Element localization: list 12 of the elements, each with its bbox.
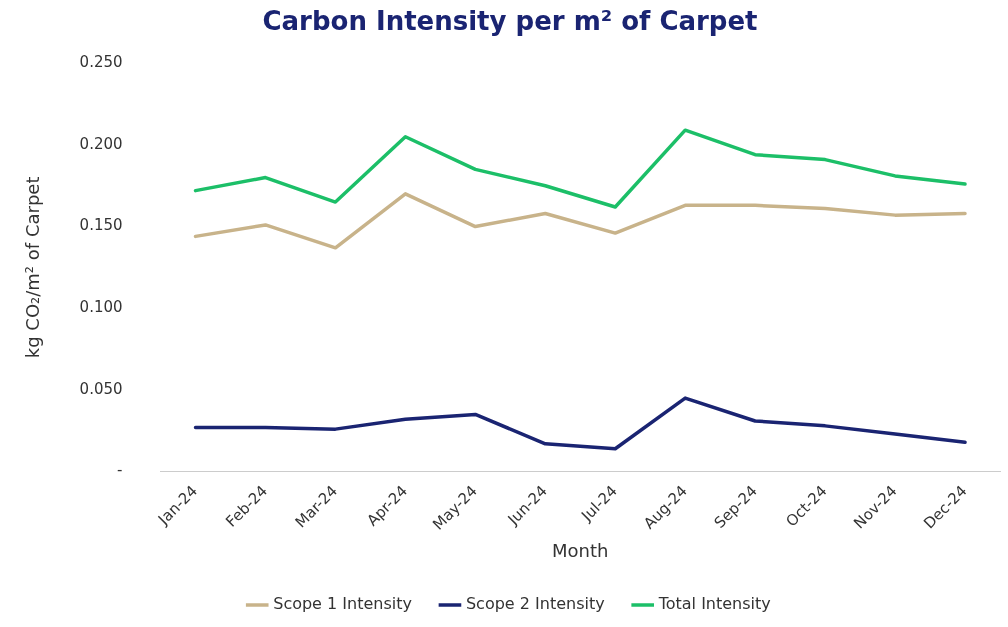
y-tick-label: 0.150 [79,216,123,235]
y-tick-label: - [117,461,123,480]
legend-label: Scope 2 Intensity [465,594,605,614]
y-tick-label: 0.050 [79,379,123,398]
x-axis-title: Month [552,539,609,561]
chart-title: Carbon Intensity per m² of Carpet [262,6,758,37]
y-axis-title: kg CO₂/m² of Carpet [22,176,44,359]
legend-label: Scope 1 Intensity [273,594,412,614]
y-tick-label: 0.250 [79,53,123,72]
y-tick-label: 0.100 [79,298,123,317]
y-tick-label: 0.200 [79,134,123,153]
legend-label: Total Intensity [657,594,771,614]
